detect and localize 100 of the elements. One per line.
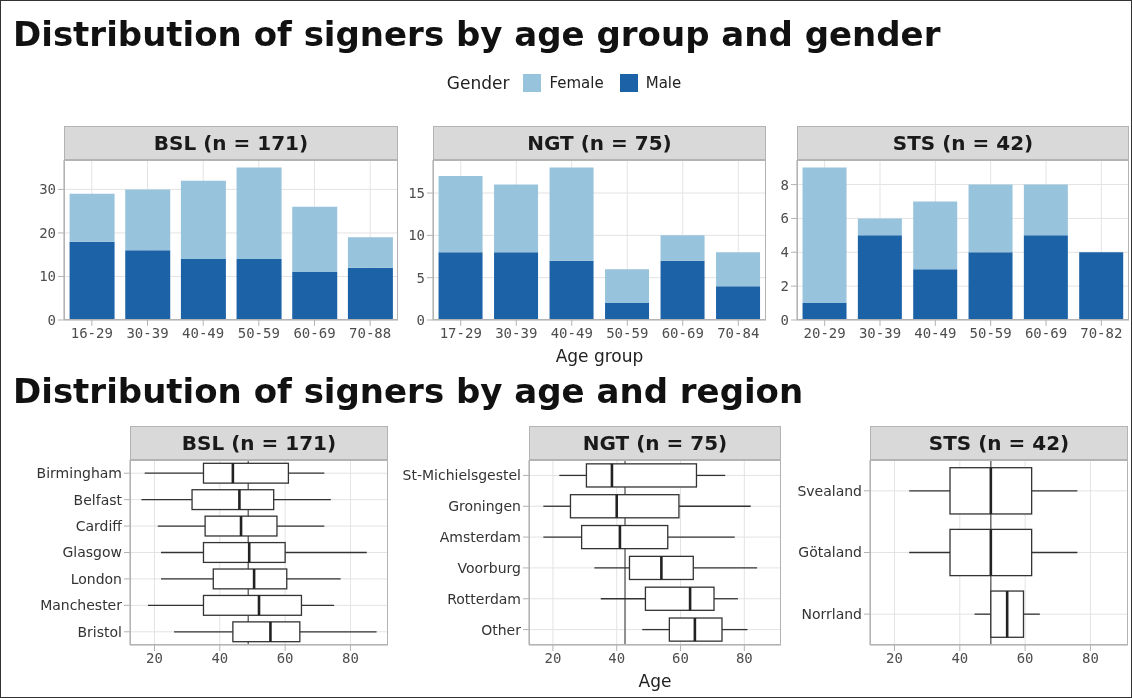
bar — [236, 259, 282, 320]
bar — [347, 267, 393, 320]
x-tick-label: 20 — [544, 649, 562, 666]
x-tick-label: 50-59 — [237, 324, 280, 341]
x-tick-label: 40-49 — [914, 324, 957, 341]
bar — [605, 303, 650, 320]
bar — [292, 206, 338, 273]
chart-subtitle: STS (n = 42) — [797, 126, 1129, 160]
bar — [180, 259, 226, 320]
bar — [438, 176, 483, 253]
x-tick-label: 40 — [608, 649, 626, 666]
x-tick-label: 80 — [342, 649, 359, 666]
x-tick-label: 60 — [672, 649, 689, 666]
y-tick-label: St-Michielsgestel — [402, 467, 521, 484]
x-tick-label: 60-69 — [1024, 324, 1068, 341]
x-tick-label: 60-69 — [661, 324, 704, 341]
y-tick-label: Voorburg — [457, 559, 521, 576]
x-tick-label: 40 — [951, 649, 969, 666]
bar — [494, 184, 539, 253]
y-tick-label: London — [70, 570, 122, 587]
chart-subtitle: STS (n = 42) — [870, 426, 1128, 460]
y-tick-label: 15 — [408, 184, 425, 201]
chart-subtitle: BSL (n = 171) — [64, 126, 398, 160]
x-tick-label: 20 — [886, 649, 903, 666]
y-tick-label: Other — [481, 621, 522, 638]
y-tick-label: Norrland — [801, 606, 862, 623]
bar — [1023, 235, 1068, 320]
x-axis-title: Age — [637, 671, 673, 691]
y-tick-label: Bristol — [77, 623, 122, 640]
bar — [125, 189, 171, 251]
y-tick-label: 0 — [780, 311, 789, 328]
y-tick-label: Götaland — [798, 544, 862, 561]
x-tick-label: 20 — [146, 649, 163, 666]
bar — [802, 303, 847, 320]
chart-subtitle: NGT (n = 75) — [433, 126, 766, 160]
y-tick-label: 0 — [416, 311, 425, 328]
x-tick-label: 80 — [1082, 649, 1099, 666]
y-tick-label: Svealand — [797, 482, 862, 499]
bar — [347, 237, 393, 268]
x-tick-label: 17-29 — [439, 324, 482, 341]
text: Distribution of signers by age group and gender — [13, 14, 941, 54]
bar — [716, 252, 761, 287]
bar — [968, 252, 1013, 320]
y-tick-label: 10 — [39, 268, 56, 285]
x-tick-label: 80 — [735, 649, 753, 666]
y-tick-label: 5 — [416, 269, 425, 286]
chart-title: Distribution of signers by age and region — [13, 371, 804, 411]
y-tick-label: 2 — [780, 278, 789, 295]
bar — [549, 260, 594, 320]
bar — [69, 241, 115, 320]
y-tick-label: Belfast — [73, 491, 123, 508]
x-tick-label: 50-59 — [969, 324, 1012, 341]
y-tick-label: 0 — [47, 311, 56, 328]
x-tick-label: 30-39 — [858, 324, 902, 341]
x-tick-label: 40-49 — [550, 324, 593, 341]
x-axis-title: Age group — [554, 346, 645, 366]
y-tick-label: Rotterdam — [447, 590, 521, 607]
bar — [913, 201, 958, 270]
y-tick-label: Glasgow — [62, 544, 122, 561]
bar — [913, 269, 958, 320]
x-tick-label: 70-82 — [1080, 324, 1123, 341]
x-tick-label: 30-39 — [126, 324, 169, 341]
bar — [968, 184, 1013, 253]
bar — [857, 235, 902, 320]
x-tick-label: 70-88 — [349, 324, 392, 341]
y-tick-label: Birmingham — [36, 465, 122, 482]
y-tick-label: 30 — [39, 181, 56, 198]
x-tick-label: 16-29 — [70, 324, 113, 341]
legend-label: Male — [644, 74, 682, 92]
y-tick-label: 6 — [780, 210, 789, 227]
chart-subtitle: NGT (n = 75) — [529, 426, 781, 460]
x-tick-label: 60-69 — [293, 324, 336, 341]
bar — [494, 252, 539, 320]
bar — [69, 193, 115, 242]
x-tick-label: 40-49 — [182, 324, 225, 341]
x-tick-label: 60 — [1016, 649, 1034, 666]
chart-subtitle: BSL (n = 171) — [130, 426, 388, 460]
bar — [1023, 184, 1068, 236]
y-tick-label: Groningen — [448, 498, 521, 515]
bar — [236, 167, 282, 260]
bar — [549, 167, 594, 261]
x-tick-label: 70-84 — [717, 324, 760, 341]
bar — [1079, 252, 1124, 320]
y-tick-label: 10 — [408, 227, 425, 244]
legend-label: Female — [548, 74, 604, 92]
bar — [857, 218, 902, 236]
y-tick-label: 4 — [780, 244, 789, 261]
x-tick-label: 20-29 — [803, 324, 846, 341]
y-tick-label: Amsterdam — [439, 529, 521, 546]
legend-title: Gender — [446, 73, 510, 93]
y-tick-label: 20 — [39, 224, 56, 241]
x-tick-label: 50-59 — [606, 324, 649, 341]
bar — [716, 286, 761, 320]
bar — [292, 272, 338, 320]
x-tick-label: 40 — [211, 649, 229, 666]
bar — [802, 167, 847, 304]
y-tick-label: Cardiff — [75, 518, 123, 535]
bar — [438, 252, 483, 320]
x-tick-label: 60 — [276, 649, 294, 666]
y-tick-label: Manchester — [40, 597, 123, 614]
